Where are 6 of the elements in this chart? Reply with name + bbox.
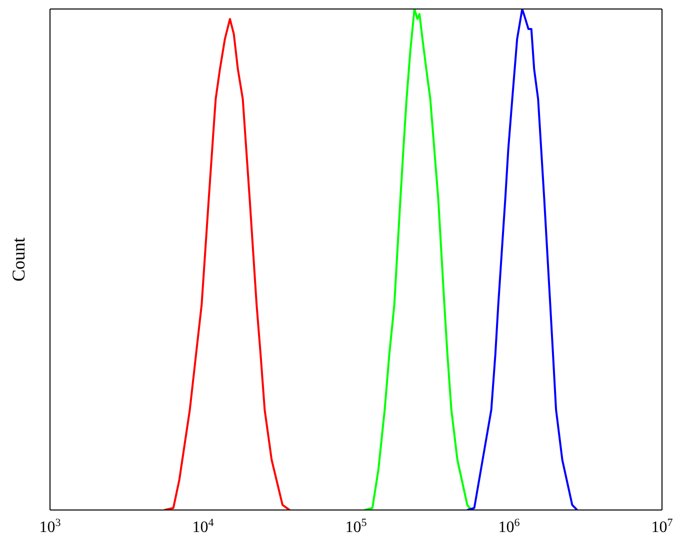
y-axis-title: Count bbox=[8, 237, 28, 282]
x-tick-label: 10$^{4}$ bbox=[192, 517, 214, 536]
x-tick-label: 10$^{7}$ bbox=[651, 517, 674, 536]
x-tick-label: 10$^{3}$ bbox=[39, 517, 62, 536]
x-tick-label: 10$^{6}$ bbox=[498, 517, 520, 536]
x-tick-label: 10$^{5}$ bbox=[345, 517, 368, 536]
